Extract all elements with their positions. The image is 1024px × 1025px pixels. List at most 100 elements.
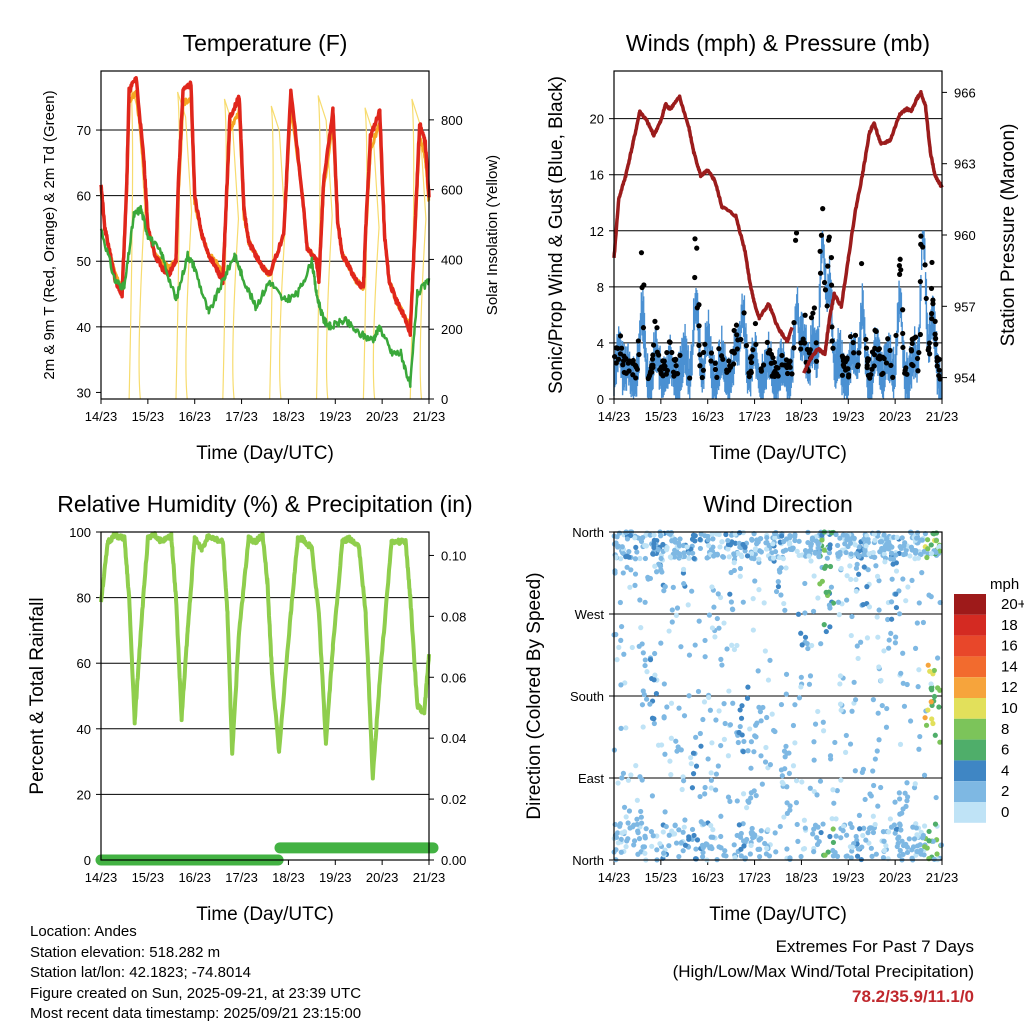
y-right-axis-label: Solar Insolation (Yellow) — [484, 155, 501, 315]
created-text: Figure created on Sun, 2025-09-21, at 23… — [30, 984, 362, 1002]
wind-direction-point — [781, 748, 788, 754]
wind-direction-point — [873, 563, 879, 569]
wind-direction-point — [893, 552, 899, 558]
wind-direction-point — [654, 847, 660, 853]
solar-insolation-mark — [222, 98, 240, 400]
wind-direction-point — [811, 757, 817, 763]
wind-direction-point — [758, 753, 764, 759]
wind-direction-point — [909, 547, 915, 553]
gust-point — [910, 362, 916, 369]
gust-point — [741, 310, 747, 316]
gust-point — [927, 351, 933, 357]
wind-direction-point — [672, 823, 678, 829]
gust-point — [930, 301, 936, 307]
wind-direction-point — [917, 551, 924, 558]
gust-point — [750, 347, 756, 353]
wind-direction-point — [689, 836, 695, 842]
legend-label: 14 — [1001, 658, 1018, 675]
wind-direction-point — [740, 749, 746, 755]
wind-direction-point — [782, 607, 788, 613]
legend-swatch — [954, 718, 986, 740]
wind-direction-point — [706, 542, 712, 549]
gust-point — [792, 237, 799, 243]
chart-title: Wind Direction — [703, 491, 853, 517]
wind-direction-point — [741, 738, 747, 745]
winds-pressure-chart: 0 4 8 12 16 20 954 957 960 963 966 14/23 15/23 16/23 1… — [546, 30, 1019, 464]
gust-point — [817, 248, 823, 254]
legend-swatch — [954, 698, 986, 719]
x-tick-label: 15/23 — [645, 870, 678, 885]
y-tick-label: North — [572, 853, 604, 868]
wind-direction-point — [872, 756, 878, 762]
wind-direction-point — [736, 530, 743, 536]
wind-direction-point — [741, 843, 747, 849]
wind-direction-point — [740, 838, 747, 844]
wind-direction-point — [715, 591, 721, 597]
gust-point — [639, 284, 645, 291]
wind-direction-point — [812, 721, 819, 727]
wind-direction-point — [770, 555, 777, 561]
wind-direction-point — [871, 782, 877, 789]
wind-direction-point — [876, 578, 882, 584]
wind-direction-point — [667, 758, 673, 764]
wind-direction-point — [856, 812, 863, 819]
wind-direction-point — [712, 634, 718, 640]
wind-direction-point — [633, 544, 639, 551]
wind-direction-point — [677, 536, 683, 542]
gust-point — [813, 358, 820, 364]
wind-direction-point — [844, 573, 850, 579]
y-right-tick-label: 800 — [441, 113, 463, 128]
wind-direction-point — [707, 707, 713, 713]
wind-direction-point — [624, 564, 630, 570]
wind-direction-point — [719, 539, 725, 545]
wind-direction-point — [922, 715, 928, 721]
wind-direction-point — [647, 657, 654, 663]
wind-direction-point — [640, 688, 646, 694]
wind-direction-point — [640, 650, 646, 656]
gust-point — [900, 344, 906, 351]
wind-direction-point — [833, 816, 839, 822]
gust-point — [936, 367, 942, 373]
wind-direction-point — [738, 846, 744, 852]
wind-direction-point — [721, 701, 727, 707]
wind-direction-point — [811, 739, 817, 745]
gust-point — [917, 331, 923, 338]
plot-frame — [613, 531, 943, 861]
x-tick-label: 14/23 — [85, 870, 118, 885]
wind-direction-point — [936, 704, 942, 710]
wind-direction-point — [764, 714, 770, 721]
wind-direction-point — [724, 646, 730, 652]
wind-direction-point — [668, 735, 674, 741]
wind-direction-point — [799, 642, 805, 648]
gust-point — [779, 352, 785, 359]
wind-direction-point — [666, 628, 672, 634]
wind-direction-point — [689, 826, 696, 833]
wind-direction-point — [678, 840, 684, 846]
wind-direction-point — [783, 691, 789, 697]
wind-direction-point — [680, 570, 687, 576]
gust-point — [916, 349, 922, 356]
wind-direction-point — [717, 544, 723, 550]
wind-direction-point — [802, 634, 809, 640]
gust-point — [888, 362, 894, 368]
chart-title: Temperature (F) — [183, 30, 348, 56]
gust-point — [694, 305, 700, 311]
wind-direction-chart: North East South West North 14/23 15/23 16/23 17… — [524, 491, 958, 925]
wind-direction-point — [627, 584, 633, 590]
gust-point — [909, 336, 915, 342]
gust-point — [748, 368, 754, 374]
wind-direction-point — [618, 556, 624, 562]
wind-direction-point — [731, 842, 737, 848]
wind-direction-point — [702, 654, 708, 660]
wind-direction-point — [726, 554, 732, 560]
gust-point — [933, 341, 939, 347]
wind-direction-point — [835, 599, 842, 605]
gust-point — [798, 340, 804, 346]
x-axis-label: Time (Day/UTC) — [196, 904, 334, 925]
y-right-tick-label: 966 — [954, 85, 976, 100]
wind-direction-point — [681, 824, 687, 830]
wind-direction-point — [802, 610, 808, 616]
x-tick-label: 15/23 — [132, 409, 165, 424]
wind-direction-point — [806, 553, 812, 559]
gust-point — [658, 371, 664, 377]
